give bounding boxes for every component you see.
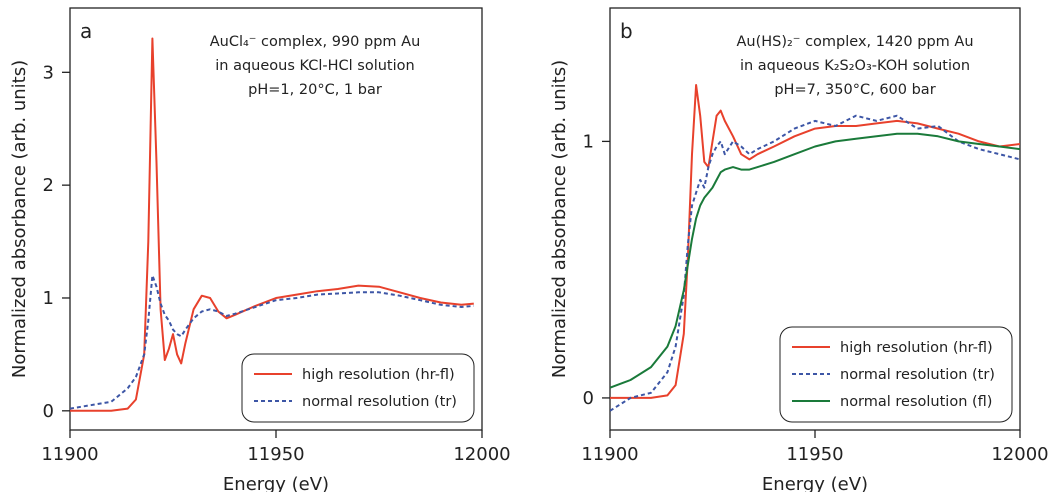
x-tick-label: 12000: [991, 444, 1048, 465]
y-tick-label: 0: [43, 401, 54, 422]
legend-label: high resolution (hr-fl): [302, 367, 455, 383]
x-tick-label: 11900: [581, 444, 638, 465]
series-line: [610, 84, 1020, 399]
legend-label: normal resolution (tr): [302, 394, 457, 410]
x-tick-label: 11950: [786, 444, 843, 465]
series-line: [70, 37, 474, 412]
series-line: [70, 274, 474, 410]
annotation: pH=1, 20°C, 1 bar: [248, 82, 382, 98]
legend-label: normal resolution (fl): [840, 394, 992, 410]
series-line: [610, 132, 1020, 389]
legend-box: [779, 326, 1013, 423]
panel-letter: b: [620, 19, 633, 43]
annotation: in aqueous K₂S₂O₃-KOH solution: [740, 58, 970, 74]
y-tick-label: 2: [43, 175, 54, 196]
legend-label: high resolution (hr-fl): [840, 340, 993, 356]
panel-letter: a: [80, 19, 92, 43]
x-tick-label: 12000: [453, 444, 510, 465]
y-tick-label: 3: [43, 62, 54, 83]
annotation: in aqueous KCl-HCl solution: [215, 58, 414, 74]
y-axis-label: Normalized absorbance (arb. units): [9, 60, 30, 378]
legend-box: [241, 353, 475, 423]
y-tick-label: 0: [583, 388, 594, 409]
y-tick-label: 1: [583, 131, 594, 152]
x-axis-label: Energy (eV): [223, 474, 329, 492]
annotation: pH=7, 350°C, 600 bar: [774, 82, 935, 98]
annotation: Au(HS)₂⁻ complex, 1420 ppm Au: [736, 34, 973, 50]
annotation: AuCl₄⁻ complex, 990 ppm Au: [210, 34, 421, 50]
legend-label: normal resolution (tr): [840, 367, 995, 383]
y-axis-label: Normalized absorbance (arb. units): [549, 60, 570, 378]
x-axis-label: Energy (eV): [762, 474, 868, 492]
y-tick-label: 1: [43, 288, 54, 309]
x-tick-label: 11900: [41, 444, 98, 465]
x-tick-label: 11950: [247, 444, 304, 465]
